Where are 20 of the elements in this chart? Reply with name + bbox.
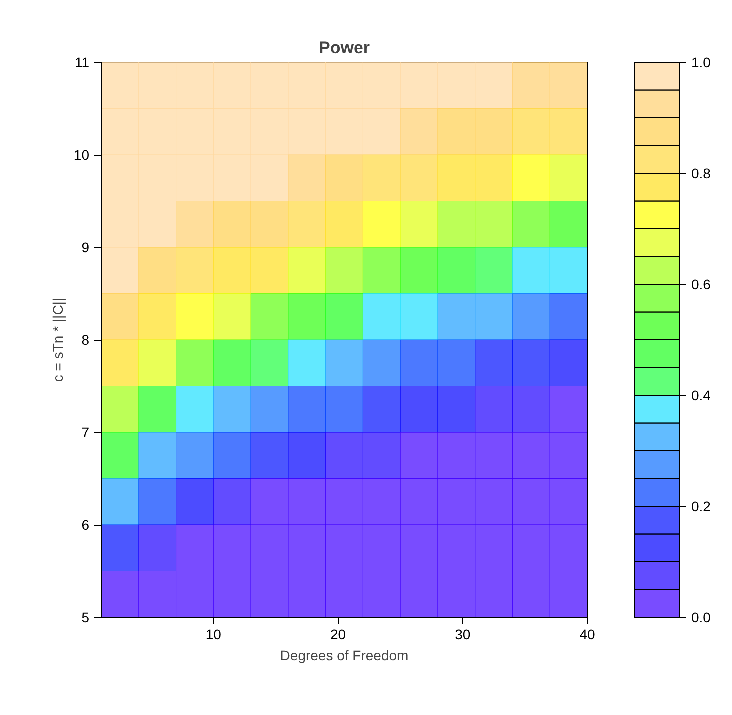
- color-bar-label: 0.6: [692, 276, 712, 292]
- color-bar-label: 0.2: [692, 498, 712, 514]
- color-bar-label: 0.8: [692, 166, 712, 182]
- y-tick-label: 10: [74, 147, 90, 163]
- x-tick-label: 20: [330, 626, 346, 642]
- x-tick-label: 40: [580, 626, 596, 642]
- x-tick-label: 10: [206, 626, 222, 642]
- y-tick-label: 8: [82, 332, 90, 348]
- chart-title: Power: [318, 38, 370, 58]
- x-tick-label: 30: [455, 626, 471, 642]
- color-bar-label: 1.0: [692, 54, 712, 70]
- x-axis-title: Degrees of Freedom: [280, 648, 409, 664]
- y-tick-label: 7: [82, 424, 90, 440]
- color-bar-label: 0.4: [692, 388, 712, 404]
- color-bar-label: 0.0: [692, 610, 712, 626]
- y-tick-label: 9: [82, 240, 90, 256]
- y-tick-label: 11: [74, 54, 90, 70]
- y-tick-label: 6: [82, 517, 90, 533]
- y-axis-title: c = sTn * ||C||: [50, 298, 66, 382]
- y-tick-label: 5: [82, 610, 90, 626]
